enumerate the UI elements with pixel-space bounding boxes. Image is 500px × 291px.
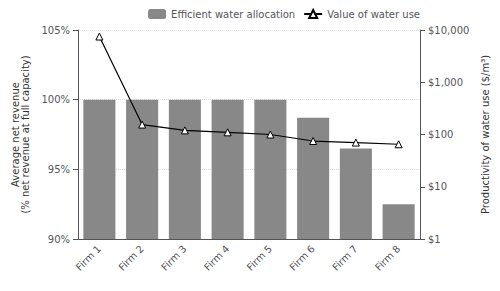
- svg-text:Firm 1: Firm 1: [74, 243, 104, 273]
- svg-text:Firm 6: Firm 6: [287, 243, 317, 273]
- svg-text:$10,000: $10,000: [428, 25, 469, 36]
- svg-text:Firm 4: Firm 4: [202, 243, 232, 273]
- svg-text:Efficient water allocation: Efficient water allocation: [171, 9, 295, 20]
- svg-text:Firm 7: Firm 7: [330, 243, 360, 273]
- svg-text:Value of water use: Value of water use: [327, 9, 420, 20]
- svg-text:Firm 5: Firm 5: [245, 243, 275, 273]
- svg-text:$100: $100: [428, 129, 453, 140]
- svg-text:$10: $10: [428, 181, 447, 192]
- svg-text:Productivity of water use ($/m: Productivity of water use ($/m³): [480, 55, 491, 214]
- svg-text:105%: 105%: [41, 25, 70, 36]
- svg-text:$1: $1: [428, 234, 441, 245]
- svg-text:Average net revenue: Average net revenue: [10, 82, 21, 187]
- svg-text:$1,000: $1,000: [428, 77, 463, 88]
- svg-text:Firm 8: Firm 8: [373, 243, 403, 273]
- svg-text:Firm 2: Firm 2: [116, 243, 146, 273]
- svg-text:(% net revenue at full capacit: (% net revenue at full capacity): [20, 55, 31, 213]
- svg-text:Firm 3: Firm 3: [159, 243, 189, 273]
- svg-text:95%: 95%: [48, 164, 70, 175]
- svg-text:90%: 90%: [48, 234, 70, 245]
- svg-text:100%: 100%: [41, 94, 70, 105]
